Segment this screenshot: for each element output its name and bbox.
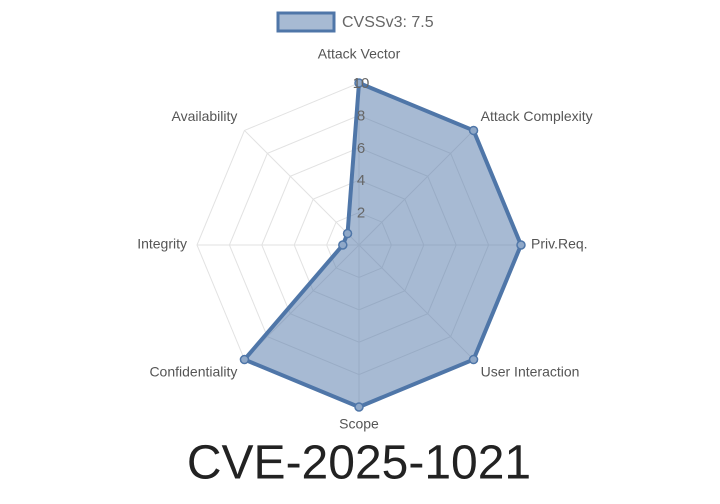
r-tick-label: 4	[357, 172, 365, 189]
r-tick-label: 2	[357, 205, 365, 222]
data-point	[468, 125, 479, 136]
r-tick-label: 8	[357, 107, 365, 124]
axis-label: Integrity	[137, 236, 187, 252]
r-tick-label: 6	[357, 140, 365, 157]
axis-label: Scope	[339, 416, 379, 432]
axis-label: Priv.Req.	[531, 236, 588, 252]
data-point	[239, 354, 250, 365]
chart-title: CVE-2025-1021	[187, 437, 531, 490]
data-point	[354, 78, 364, 88]
data-point	[354, 402, 364, 412]
r-tick-label: 10	[353, 75, 370, 92]
axis-label: Attack Vector	[318, 46, 401, 62]
data-point	[468, 354, 479, 365]
spoke	[244, 130, 360, 246]
axis-label: Confidentiality	[149, 363, 237, 379]
data-point	[342, 228, 353, 239]
legend-label: CVSSv3: 7.5	[342, 14, 434, 31]
data-point	[338, 240, 348, 250]
data-point	[516, 240, 526, 250]
axis-label: Availability	[171, 108, 237, 124]
legend-swatch	[276, 11, 336, 33]
axis-label: Attack Complexity	[481, 108, 593, 124]
axis-label: User Interaction	[481, 363, 580, 379]
